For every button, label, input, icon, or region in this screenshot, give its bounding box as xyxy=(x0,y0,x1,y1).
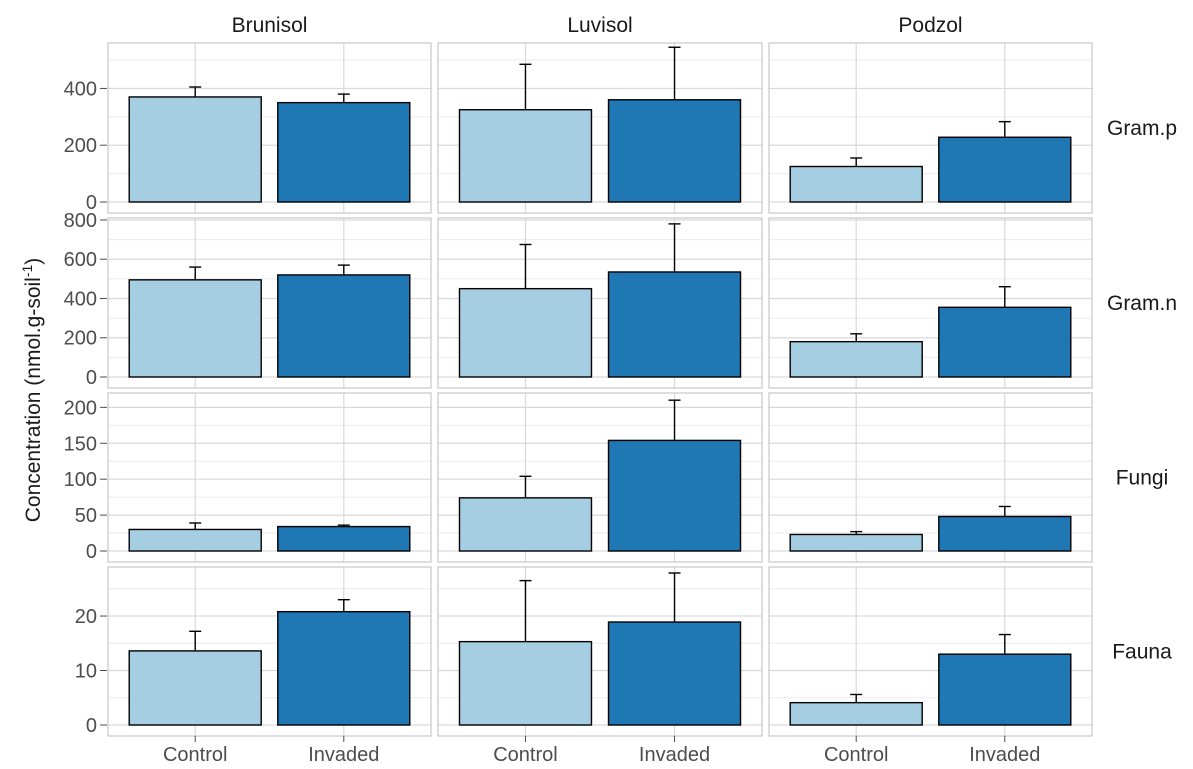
panel-border xyxy=(768,42,1093,214)
panel-border xyxy=(768,217,1093,389)
x-tick-label-control: Control xyxy=(824,744,888,766)
bar-gram-p-brunisol-control xyxy=(128,96,262,203)
bar-fauna-brunisol-control xyxy=(128,650,262,726)
panel-border xyxy=(107,217,432,389)
panel-gram-n-luvisol xyxy=(437,217,763,389)
x-tick-label-control: Control xyxy=(493,744,557,766)
bar-fauna-podzol-control xyxy=(789,701,923,726)
panel-gram-n-podzol xyxy=(768,217,1093,389)
panel-fungi-podzol xyxy=(768,392,1093,563)
bar-gram-p-podzol-control xyxy=(789,165,923,203)
bar-gram-n-brunisol-control xyxy=(128,279,262,378)
x-tick-label-invaded: Invaded xyxy=(639,744,710,766)
panel-border xyxy=(768,392,1093,563)
panel-fungi-brunisol xyxy=(107,392,432,563)
y-tick-label: 600 xyxy=(64,249,97,271)
bar-gram-n-brunisol-invaded xyxy=(277,274,411,378)
bar-fauna-luvisol-invaded xyxy=(607,621,742,726)
panel-border xyxy=(107,42,432,214)
panel-border xyxy=(107,392,432,563)
bar-fauna-podzol-invaded xyxy=(938,653,1072,726)
bar-fungi-brunisol-invaded xyxy=(277,525,411,552)
panel-gram-n-brunisol xyxy=(107,217,432,389)
bar-fauna-brunisol-invaded xyxy=(277,610,411,726)
bar-fauna-luvisol-control xyxy=(458,640,593,726)
bar-fungi-podzol-invaded xyxy=(938,515,1072,552)
panel-fauna-luvisol xyxy=(437,566,763,737)
bar-gram-n-podzol-invaded xyxy=(938,306,1072,378)
facet-title-gram-n: Gram.n xyxy=(1107,292,1177,315)
panel-border xyxy=(437,42,763,214)
y-tick-label: 200 xyxy=(64,397,97,419)
y-tick-label: 20 xyxy=(75,606,97,628)
x-tick-label-invaded: Invaded xyxy=(969,744,1040,766)
y-tick-label: 800 xyxy=(64,210,97,232)
y-tick-label: 400 xyxy=(64,288,97,310)
y-tick-label: 0 xyxy=(86,715,97,737)
bar-gram-n-luvisol-control xyxy=(458,287,593,378)
y-tick-label: 50 xyxy=(75,505,97,527)
y-tick-label: 400 xyxy=(64,78,97,100)
x-tick-label-invaded: Invaded xyxy=(308,744,379,766)
facet-title-luvisol: Luvisol xyxy=(567,14,632,37)
y-tick-label: 100 xyxy=(64,469,97,491)
bar-gram-p-podzol-invaded xyxy=(938,136,1072,203)
y-axis-title: Concentration (nmol.g-soil-1) xyxy=(19,258,45,523)
panel-border xyxy=(437,392,763,563)
facet-title-fungi: Fungi xyxy=(1116,467,1169,490)
panel-border xyxy=(768,566,1093,737)
y-tick-label: 0 xyxy=(86,367,97,389)
bar-fungi-podzol-control xyxy=(789,533,923,552)
facet-title-gram-p: Gram.p xyxy=(1107,117,1177,140)
bar-gram-n-luvisol-invaded xyxy=(607,271,742,378)
panel-fauna-brunisol xyxy=(107,566,432,737)
y-tick-label: 200 xyxy=(64,135,97,157)
bar-gram-p-luvisol-invaded xyxy=(607,99,742,203)
x-tick-label-control: Control xyxy=(163,744,227,766)
bar-fungi-luvisol-control xyxy=(458,497,593,552)
y-tick-label: 0 xyxy=(86,192,97,214)
bar-gram-n-podzol-control xyxy=(789,340,923,378)
y-tick-label: 10 xyxy=(75,661,97,683)
panel-fauna-podzol xyxy=(768,566,1093,737)
facet-title-podzol: Podzol xyxy=(898,14,962,37)
y-tick-label: 0 xyxy=(86,541,97,563)
panel-gram-p-luvisol xyxy=(437,42,763,214)
bar-fungi-luvisol-invaded xyxy=(607,439,742,552)
y-tick-label: 150 xyxy=(64,433,97,455)
bar-gram-p-luvisol-control xyxy=(458,109,593,203)
bar-gram-p-brunisol-invaded xyxy=(277,101,411,203)
facet-title-brunisol: Brunisol xyxy=(232,14,308,37)
panel-gram-p-brunisol xyxy=(107,42,432,214)
panel-border xyxy=(437,217,763,389)
plot-area: Brunisol Luvisol Podzol Gram.p Gram.n Fungi Fa… xyxy=(19,14,1177,766)
facet-title-fauna: Fauna xyxy=(1112,641,1172,664)
bar-fungi-brunisol-control xyxy=(128,528,262,552)
panel-gram-p-podzol xyxy=(768,42,1093,214)
panel-fungi-luvisol xyxy=(437,392,763,563)
panel-border xyxy=(107,566,432,737)
y-tick-label: 200 xyxy=(64,328,97,350)
panel-border xyxy=(437,566,763,737)
